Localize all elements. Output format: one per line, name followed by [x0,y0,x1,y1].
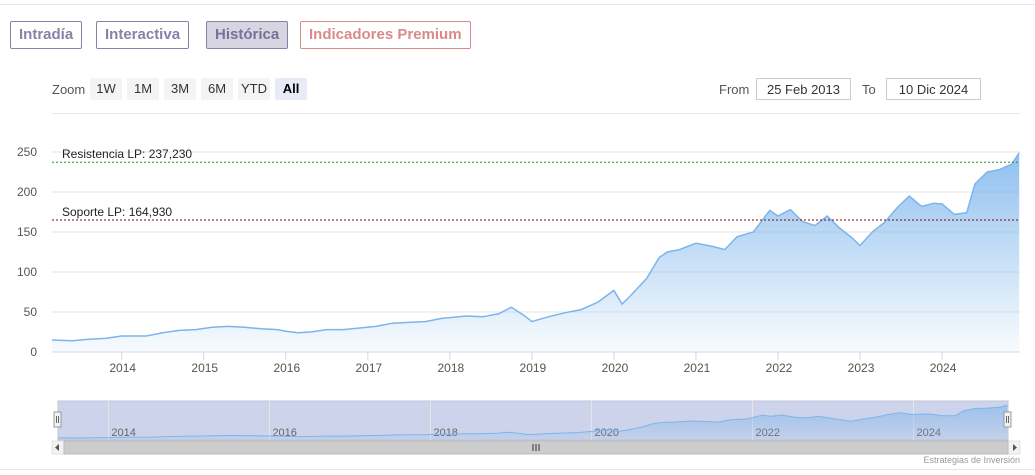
x-tick-label: 2017 [355,361,382,375]
navigator-area [58,405,1008,440]
support-label: Soporte LP: 164,930 [62,205,172,219]
zoom-1w-button[interactable]: 1W [90,78,122,100]
price-area [52,152,1020,352]
toolbar-divider [52,113,1020,114]
tab-historica[interactable]: Histórica [206,21,289,49]
tab-intradia[interactable]: Intradía [10,21,83,49]
y-tick-label: 100 [17,265,37,279]
range-from-label: From [719,82,750,97]
range-to-label: To [862,82,876,97]
tab-interactiva[interactable]: Interactiva [96,21,190,49]
handle-box[interactable] [53,411,62,428]
scroll-left-arrow-icon[interactable] [55,444,59,451]
range-to-input[interactable] [886,78,981,100]
y-tick-label: 200 [17,185,37,199]
range-from-input[interactable] [756,78,851,100]
y-tick-label: 150 [17,225,37,239]
credits-text: Estrategias de Inversión [923,455,1020,465]
x-tick-label: 2023 [848,361,875,375]
zoom-1m-button[interactable]: 1M [127,78,159,100]
zoom-6m-button[interactable]: 6M [201,78,233,100]
x-tick-label: 2019 [520,361,547,375]
zoom-3m-button[interactable]: 3M [164,78,196,100]
scroll-right-arrow-icon[interactable] [1013,444,1017,451]
handle-box[interactable] [1003,411,1012,428]
tab-indicadores-premium[interactable]: Indicadores Premium [300,21,471,49]
y-tick-label: 0 [30,345,37,359]
zoom-ytd-button[interactable]: YTD [238,78,270,100]
navigator-left-handle[interactable] [53,411,62,428]
x-tick-label: 2014 [109,361,136,375]
price-line [51,152,1020,342]
y-tick-label: 250 [17,145,37,159]
x-tick-label: 2020 [602,361,629,375]
resistance-label: Resistencia LP: 237,230 [62,147,192,161]
x-tick-label: 2021 [684,361,711,375]
top-divider [0,4,1035,5]
navigator-line [57,404,1008,439]
zoom-all-button[interactable]: All [275,78,307,100]
bottom-divider [0,469,1035,470]
y-tick-label: 50 [24,305,38,319]
x-tick-label: 2018 [438,361,465,375]
x-tick-label: 2022 [766,361,793,375]
navigator-tick-label: 2014 [111,427,135,439]
x-tick-label: 2016 [273,361,300,375]
x-tick-label: 2024 [930,361,957,375]
navigator-right-handle[interactable] [1003,411,1012,428]
x-tick-label: 2015 [191,361,218,375]
zoom-label: Zoom [52,82,86,97]
